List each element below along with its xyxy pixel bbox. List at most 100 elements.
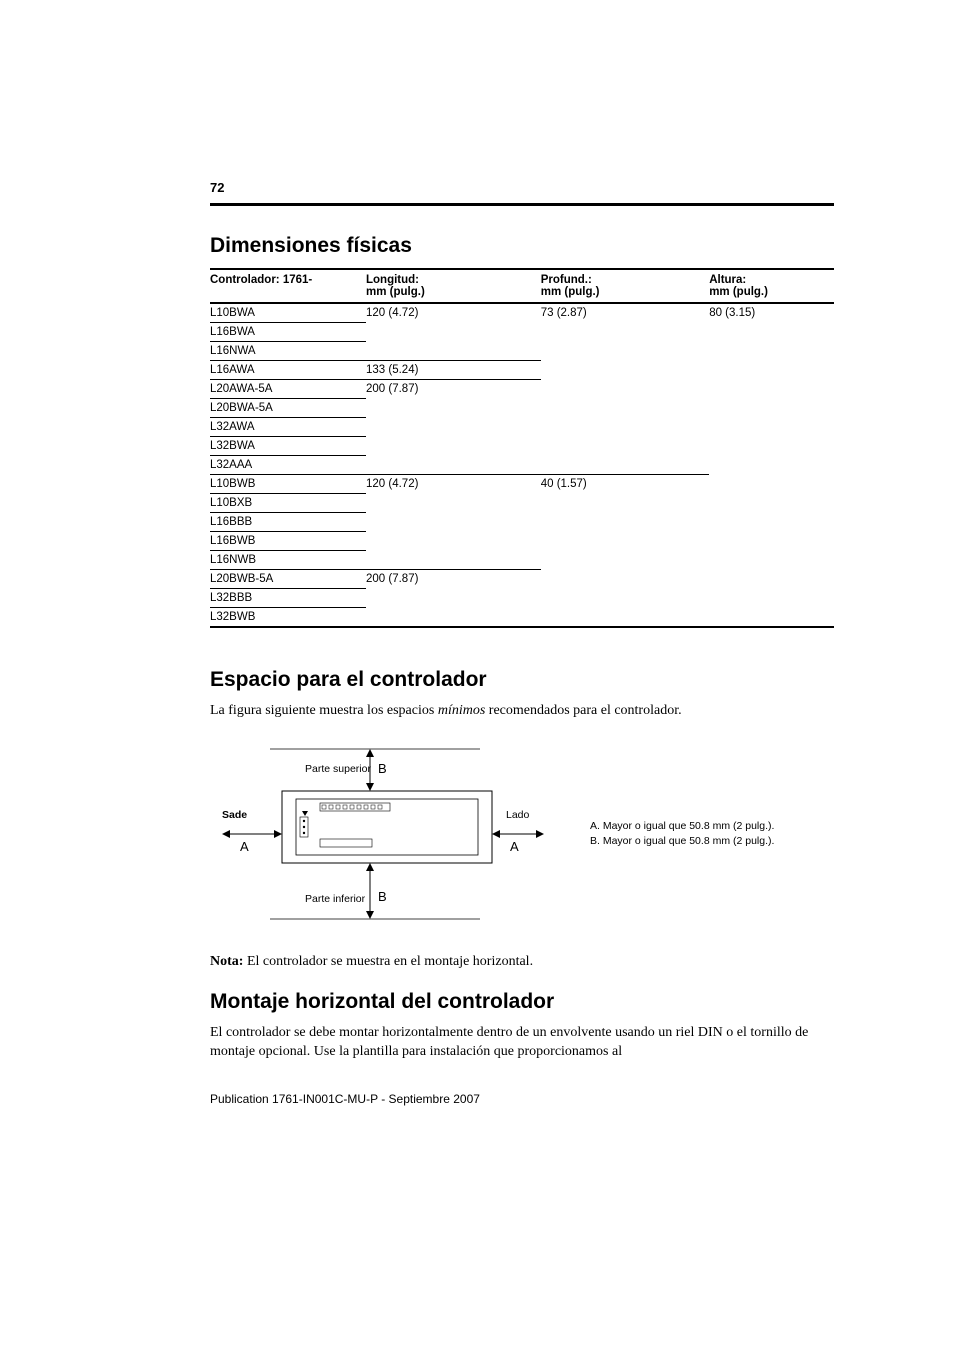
table-cell: L32AWA — [210, 418, 366, 437]
table-row: L32AWA — [210, 418, 834, 437]
table-row: L16BBB — [210, 513, 834, 532]
table-row: L16BWA — [210, 323, 834, 342]
note-label: Nota: — [210, 954, 243, 969]
diagram-top-label: Parte superior — [305, 763, 371, 775]
table-cell — [366, 323, 541, 342]
table-cell — [709, 589, 834, 608]
note-text: El controlador se muestra en el montaje … — [247, 954, 533, 969]
table-cell — [709, 570, 834, 589]
spacing-intro-suffix: recomendados para el controlador. — [485, 703, 681, 718]
table-cell: 120 (4.72) — [366, 303, 541, 323]
table-cell — [709, 361, 834, 380]
table-cell — [709, 475, 834, 494]
spacing-diagram-block: Parte superior B Parte inferior B Sade A… — [210, 739, 834, 929]
table-cell — [541, 532, 709, 551]
table-cell: L10BWB — [210, 475, 366, 494]
table-cell — [366, 589, 541, 608]
table-cell — [709, 494, 834, 513]
table-row: L32BBB — [210, 589, 834, 608]
table-row: L20AWA-5A200 (7.87) — [210, 380, 834, 399]
diagram-legend: A. Mayor o igual que 50.8 mm (2 pulg.). … — [590, 819, 774, 848]
table-cell — [541, 513, 709, 532]
table-row: L10BWB120 (4.72)40 (1.57) — [210, 475, 834, 494]
table-cell — [366, 551, 541, 570]
table-cell — [366, 399, 541, 418]
table-row: L16NWA — [210, 342, 834, 361]
table-row: L16BWB — [210, 532, 834, 551]
table-cell — [541, 456, 709, 475]
table-cell — [541, 589, 709, 608]
table-cell: 200 (7.87) — [366, 380, 541, 399]
table-cell: 133 (5.24) — [366, 361, 541, 380]
table-cell — [709, 456, 834, 475]
mounting-heading: Montaje horizontal del controlador — [210, 990, 834, 1014]
table-header: Profund.:mm (pulg.) — [541, 269, 709, 303]
table-cell — [366, 513, 541, 532]
table-cell — [366, 342, 541, 361]
table-cell: L20BWA-5A — [210, 399, 366, 418]
table-cell — [541, 380, 709, 399]
spacing-intro: La figura siguiente muestra los espacios… — [210, 702, 834, 721]
dimensions-table: Controlador: 1761-Longitud:mm (pulg.)Pro… — [210, 268, 834, 628]
table-cell — [366, 418, 541, 437]
publication-footer: Publication 1761-IN001C-MU-P - Septiembr… — [210, 1092, 834, 1106]
table-header: Altura:mm (pulg.) — [709, 269, 834, 303]
spacing-diagram: Parte superior B Parte inferior B Sade A… — [210, 739, 550, 929]
table-cell — [541, 418, 709, 437]
table-cell — [709, 437, 834, 456]
spacing-note: Nota: El controlador se muestra en el mo… — [210, 953, 834, 972]
table-cell — [541, 551, 709, 570]
table-cell — [541, 323, 709, 342]
diagram-a-right: A — [510, 839, 519, 854]
diagram-left-label: Sade — [222, 809, 247, 821]
table-cell: 80 (3.15) — [709, 303, 834, 323]
table-cell: L20AWA-5A — [210, 380, 366, 399]
table-cell — [541, 494, 709, 513]
table-cell: L16NWA — [210, 342, 366, 361]
table-cell — [541, 342, 709, 361]
table-cell — [709, 532, 834, 551]
table-cell — [366, 456, 541, 475]
table-cell: 40 (1.57) — [541, 475, 709, 494]
spacing-heading: Espacio para el controlador — [210, 668, 834, 692]
table-cell: 200 (7.87) — [366, 570, 541, 589]
table-cell: L32AAA — [210, 456, 366, 475]
table-cell — [709, 399, 834, 418]
table-cell: L16BWB — [210, 532, 366, 551]
table-cell: L32BWB — [210, 608, 366, 628]
table-row: L20BWA-5A — [210, 399, 834, 418]
table-cell: L16BWA — [210, 323, 366, 342]
table-header: Longitud:mm (pulg.) — [366, 269, 541, 303]
table-cell — [541, 608, 709, 628]
legend-b: B. Mayor o igual que 50.8 mm (2 pulg.). — [590, 834, 774, 849]
table-cell — [709, 551, 834, 570]
table-cell — [541, 399, 709, 418]
table-cell: 120 (4.72) — [366, 475, 541, 494]
table-cell — [366, 608, 541, 628]
diagram-right-label: Lado — [506, 809, 529, 821]
table-cell — [541, 437, 709, 456]
table-header: Controlador: 1761- — [210, 269, 366, 303]
diagram-b-top: B — [378, 761, 387, 776]
table-row: L10BXB — [210, 494, 834, 513]
table-cell — [709, 323, 834, 342]
table-row: L20BWB-5A200 (7.87) — [210, 570, 834, 589]
diagram-b-bottom: B — [378, 889, 387, 904]
diagram-a-left: A — [240, 839, 249, 854]
table-cell — [366, 532, 541, 551]
table-cell — [366, 437, 541, 456]
legend-a: A. Mayor o igual que 50.8 mm (2 pulg.). — [590, 819, 774, 834]
mounting-body: El controlador se debe montar horizontal… — [210, 1024, 834, 1062]
table-row: L16NWB — [210, 551, 834, 570]
table-cell — [366, 494, 541, 513]
table-cell: L32BBB — [210, 589, 366, 608]
table-cell: 73 (2.87) — [541, 303, 709, 323]
table-cell: L20BWB-5A — [210, 570, 366, 589]
dimensions-heading: Dimensiones físicas — [210, 234, 834, 258]
page-number: 72 — [210, 180, 834, 195]
table-row: L10BWA120 (4.72)73 (2.87)80 (3.15) — [210, 303, 834, 323]
spacing-intro-prefix: La figura siguiente muestra los espacios — [210, 703, 438, 718]
table-cell — [541, 361, 709, 380]
table-row: L32BWB — [210, 608, 834, 628]
table-cell — [709, 418, 834, 437]
